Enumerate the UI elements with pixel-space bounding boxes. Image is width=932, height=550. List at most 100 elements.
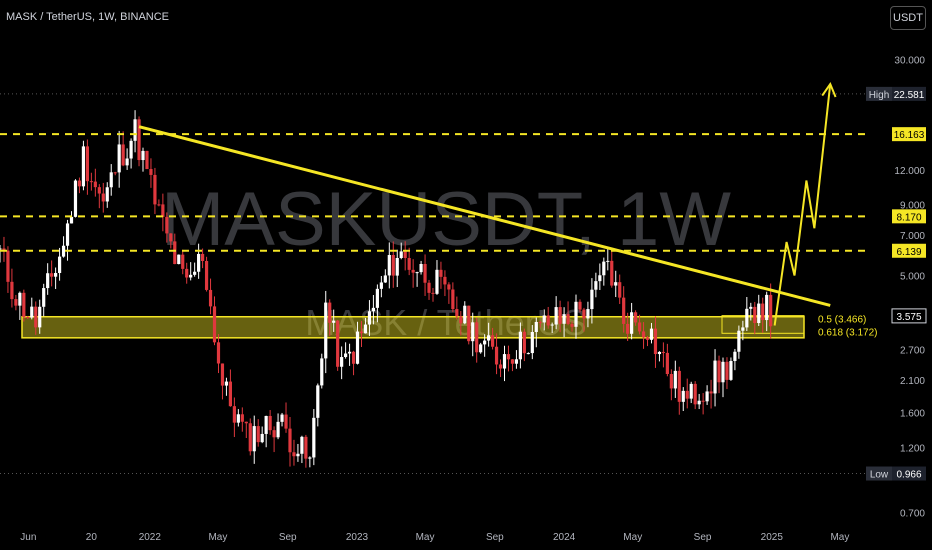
candle-body — [518, 331, 522, 360]
candle-body — [367, 311, 372, 325]
candle — [216, 334, 221, 374]
candle — [534, 317, 538, 348]
candle — [522, 328, 526, 362]
candle — [645, 335, 650, 347]
candle-body — [46, 273, 50, 289]
time-axis: Jun 20 2022 May Sep 2023 May Sep 2024 May Sep 2025 M… — [20, 532, 849, 543]
candle-body — [383, 275, 387, 283]
candle — [538, 320, 542, 328]
candle — [332, 309, 336, 332]
candle-body — [705, 391, 709, 402]
candle — [602, 257, 606, 286]
candle-body — [173, 241, 177, 265]
candle-body — [741, 327, 745, 331]
candle — [50, 260, 54, 287]
candle-body — [284, 414, 288, 429]
candle-body — [18, 292, 22, 306]
candle-body — [73, 180, 78, 217]
candle — [2, 236, 6, 262]
candle — [65, 219, 70, 261]
candle — [721, 357, 725, 398]
candle-body — [359, 331, 364, 334]
candle — [363, 317, 368, 334]
candle-body — [197, 253, 201, 272]
symbol-info: MASK / TetherUS, 1W, BINANCE — [6, 11, 170, 23]
candle-body — [554, 307, 558, 325]
candle — [562, 307, 566, 338]
candle — [542, 309, 546, 331]
candle-body — [193, 271, 197, 275]
candle — [487, 322, 491, 347]
candle-body — [681, 390, 685, 402]
candle — [200, 248, 205, 269]
candle — [673, 360, 677, 398]
candle-body — [101, 193, 105, 202]
candle-body — [729, 361, 733, 380]
candle-body — [371, 307, 376, 312]
candle — [546, 306, 550, 329]
candle-body — [375, 288, 379, 308]
candle — [324, 290, 328, 374]
price-tick-label: 5.000 — [900, 271, 925, 282]
candle — [10, 268, 14, 308]
candle — [355, 321, 360, 365]
candle-body — [204, 260, 209, 290]
level-tag-bg — [892, 127, 926, 142]
candle-body — [296, 453, 300, 457]
candle — [741, 320, 745, 341]
projection-layer — [773, 81, 837, 326]
candle — [38, 299, 42, 334]
candle-body — [248, 423, 252, 452]
candle — [590, 278, 594, 324]
price-tick-label: 2.700 — [900, 346, 925, 357]
candle — [224, 377, 229, 396]
candle — [117, 130, 121, 188]
candle — [316, 383, 320, 427]
candle-body — [288, 428, 292, 453]
candle — [6, 246, 10, 293]
candle — [653, 316, 658, 368]
hl-value-text: 22.581 — [894, 90, 925, 101]
currency-button[interactable]: USDT — [890, 6, 926, 30]
level-tag-bg — [892, 243, 926, 258]
candle-body — [232, 406, 236, 423]
candle — [181, 249, 185, 275]
candle — [753, 301, 757, 335]
candle-body — [753, 306, 757, 324]
support-zone — [21, 315, 805, 339]
candle-body — [105, 187, 109, 202]
price-tick-label: 7.000 — [900, 231, 925, 242]
candle-body — [614, 282, 618, 286]
candle-body — [121, 144, 125, 166]
candle — [757, 294, 761, 326]
candle-body — [328, 302, 332, 323]
candle-body — [514, 359, 519, 364]
candle — [725, 357, 729, 390]
candle — [220, 363, 225, 400]
candle-body — [733, 351, 737, 362]
candle-body — [467, 305, 471, 342]
candle-body — [57, 256, 62, 273]
candle-body — [272, 430, 276, 438]
candle-body — [411, 269, 415, 273]
candle — [387, 242, 391, 289]
candle — [185, 262, 189, 284]
candle-body — [498, 364, 503, 369]
hl-label-text: High — [869, 90, 890, 101]
candle-body — [761, 303, 765, 321]
hl-value-bg — [892, 466, 926, 481]
candle — [359, 321, 364, 347]
candle-body — [133, 119, 137, 141]
candle-body — [622, 297, 626, 324]
candle-body — [558, 307, 562, 324]
time-tick-label: 2022 — [139, 532, 162, 543]
candle-body — [701, 400, 705, 402]
candle — [427, 279, 431, 300]
candle-body — [264, 415, 268, 434]
high-price-tag: High 22.581 — [866, 86, 926, 101]
candle — [514, 350, 519, 369]
low-price-tag: Low 0.966 — [866, 466, 926, 481]
candle-body — [538, 321, 542, 323]
